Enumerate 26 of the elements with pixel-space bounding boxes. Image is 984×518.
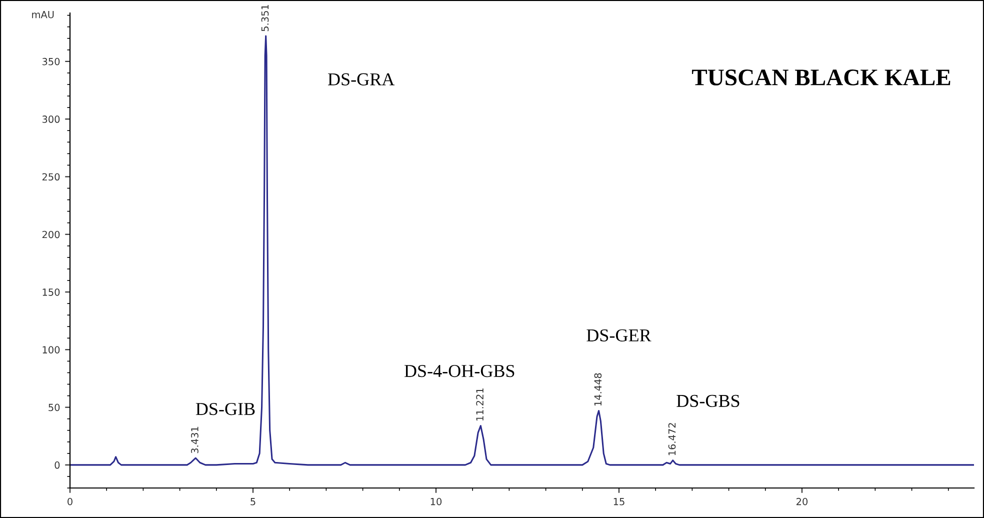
y-tick-label: 0 bbox=[54, 461, 60, 469]
x-tick-label: 15 bbox=[614, 498, 624, 506]
annotation: 11.221 bbox=[476, 388, 484, 421]
annotation: DS-GRA bbox=[328, 73, 395, 86]
x-tick-label: 20 bbox=[796, 498, 808, 506]
annotation: 16.472 bbox=[668, 423, 676, 456]
annotation: 14.448 bbox=[594, 373, 602, 406]
x-tick-label: 5 bbox=[250, 498, 256, 506]
y-tick-label: 350 bbox=[42, 58, 60, 66]
x-tick-label: 10 bbox=[430, 498, 442, 506]
annotation: 3.431 bbox=[191, 426, 198, 454]
annotation: DS-4-OH-GBS bbox=[404, 364, 514, 378]
text: TUSCAN BLACK KALE bbox=[692, 70, 950, 86]
y-tick-label: 150 bbox=[42, 288, 60, 296]
y-tick-label: 200 bbox=[42, 230, 60, 238]
y-tick-label: 50 bbox=[48, 404, 60, 412]
annotation: 5.351 bbox=[261, 4, 269, 32]
y-tick-label: 250 bbox=[42, 173, 60, 181]
y-tick-label: 100 bbox=[42, 346, 60, 354]
x-tick-label: 0 bbox=[68, 498, 72, 506]
annotation: DS-GER bbox=[586, 329, 652, 342]
annotation: DS-GIB bbox=[196, 402, 255, 416]
line-series bbox=[70, 35, 974, 466]
y-axis-title: mAU bbox=[32, 11, 54, 18]
y-tick-label: 300 bbox=[42, 116, 60, 123]
annotation: DS-GBS bbox=[676, 394, 740, 408]
